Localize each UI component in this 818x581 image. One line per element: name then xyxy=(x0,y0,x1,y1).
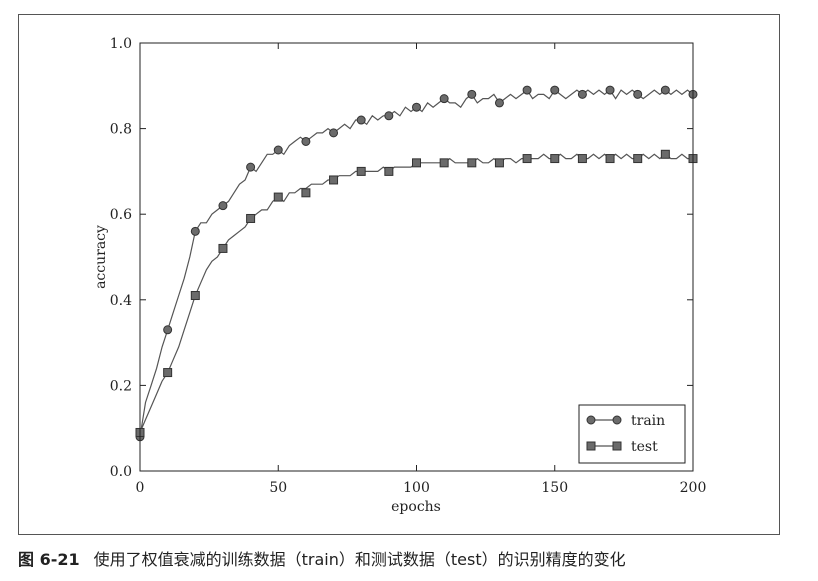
data-point-test xyxy=(190,291,200,301)
data-point-test xyxy=(522,154,532,164)
data-point-test xyxy=(356,166,366,176)
series-test xyxy=(135,149,698,437)
caption-text: 使用了权值衰减的训练数据（train）和测试数据（test）的识别精度的变化 xyxy=(93,550,626,569)
data-point-train xyxy=(301,136,311,146)
data-point-train xyxy=(356,115,366,125)
data-point-train xyxy=(577,89,587,99)
data-point-test xyxy=(660,149,670,159)
data-point-train xyxy=(329,128,339,138)
accuracy-chart: 0 50 100 150 200 0.0 0.2 0.4 0.6 0.8 1.0 epochs ac… xyxy=(93,36,707,515)
series-layer xyxy=(135,85,698,442)
data-point-test xyxy=(273,192,283,202)
legend-marker-test xyxy=(612,441,622,451)
series-train xyxy=(135,85,698,442)
data-point-train xyxy=(384,111,394,121)
legend-item-test: test xyxy=(586,439,658,455)
x-tick-label: 150 xyxy=(541,480,568,496)
data-point-test xyxy=(467,158,477,168)
figure-frame: 0 50 100 150 200 0.0 0.2 0.4 0.6 0.8 1.0 epochs ac… xyxy=(18,14,780,535)
data-point-test xyxy=(439,158,449,168)
data-point-train xyxy=(163,325,173,335)
data-point-train xyxy=(660,85,670,95)
x-axis-label: epochs xyxy=(391,499,441,515)
y-tick-label: 0.0 xyxy=(110,464,132,480)
data-point-test xyxy=(494,158,504,168)
data-point-train xyxy=(550,85,560,95)
data-point-train xyxy=(633,89,643,99)
data-point-train xyxy=(273,145,283,155)
figure-caption: 图 6-21 使用了权值衰减的训练数据（train）和测试数据（test）的识别精… xyxy=(18,548,808,572)
data-point-test xyxy=(605,154,615,164)
data-point-test xyxy=(412,158,421,168)
data-point-test xyxy=(301,188,311,198)
data-point-train xyxy=(467,89,477,99)
legend-marker-train xyxy=(586,415,596,425)
y-tick-label: 0.4 xyxy=(110,293,132,309)
data-point-test xyxy=(163,368,173,378)
data-point-test xyxy=(329,175,339,185)
data-point-train xyxy=(412,102,421,112)
x-tick-label: 200 xyxy=(680,480,707,496)
x-tick-label: 100 xyxy=(403,480,430,496)
series-line-train xyxy=(139,89,694,437)
data-point-train xyxy=(522,85,532,95)
data-point-train xyxy=(494,98,504,108)
data-point-train xyxy=(246,162,256,172)
y-tick-label: 0.8 xyxy=(110,122,132,138)
data-point-test xyxy=(550,154,560,164)
data-point-train xyxy=(439,94,449,104)
data-point-train xyxy=(190,226,200,236)
data-point-test xyxy=(246,213,256,223)
data-point-test xyxy=(577,154,587,164)
legend-label-test: test xyxy=(631,439,658,455)
legend-item-train: train xyxy=(586,413,665,429)
y-tick-label: 1.0 xyxy=(110,36,132,52)
data-point-train xyxy=(605,85,615,95)
legend-marker-test xyxy=(586,441,596,451)
y-tick-label: 0.6 xyxy=(110,207,132,223)
data-point-test xyxy=(384,166,394,176)
y-axis-label: accuracy xyxy=(93,225,109,289)
legend-label-train: train xyxy=(631,413,665,429)
data-point-test xyxy=(218,243,228,253)
y-tick-label: 0.2 xyxy=(110,378,132,394)
legend: train test xyxy=(578,404,686,464)
x-tick-label: 0 xyxy=(136,480,145,496)
data-point-train xyxy=(218,201,228,211)
data-point-test xyxy=(633,154,643,164)
legend-marker-train xyxy=(612,415,622,425)
axis-ticks: 0 50 100 150 200 0.0 0.2 0.4 0.6 0.8 1.0 xyxy=(110,36,707,496)
legend-box xyxy=(578,404,686,464)
x-tick-label: 50 xyxy=(269,480,287,496)
series-line-test xyxy=(139,153,693,433)
caption-label: 图 6-21 xyxy=(18,550,80,569)
